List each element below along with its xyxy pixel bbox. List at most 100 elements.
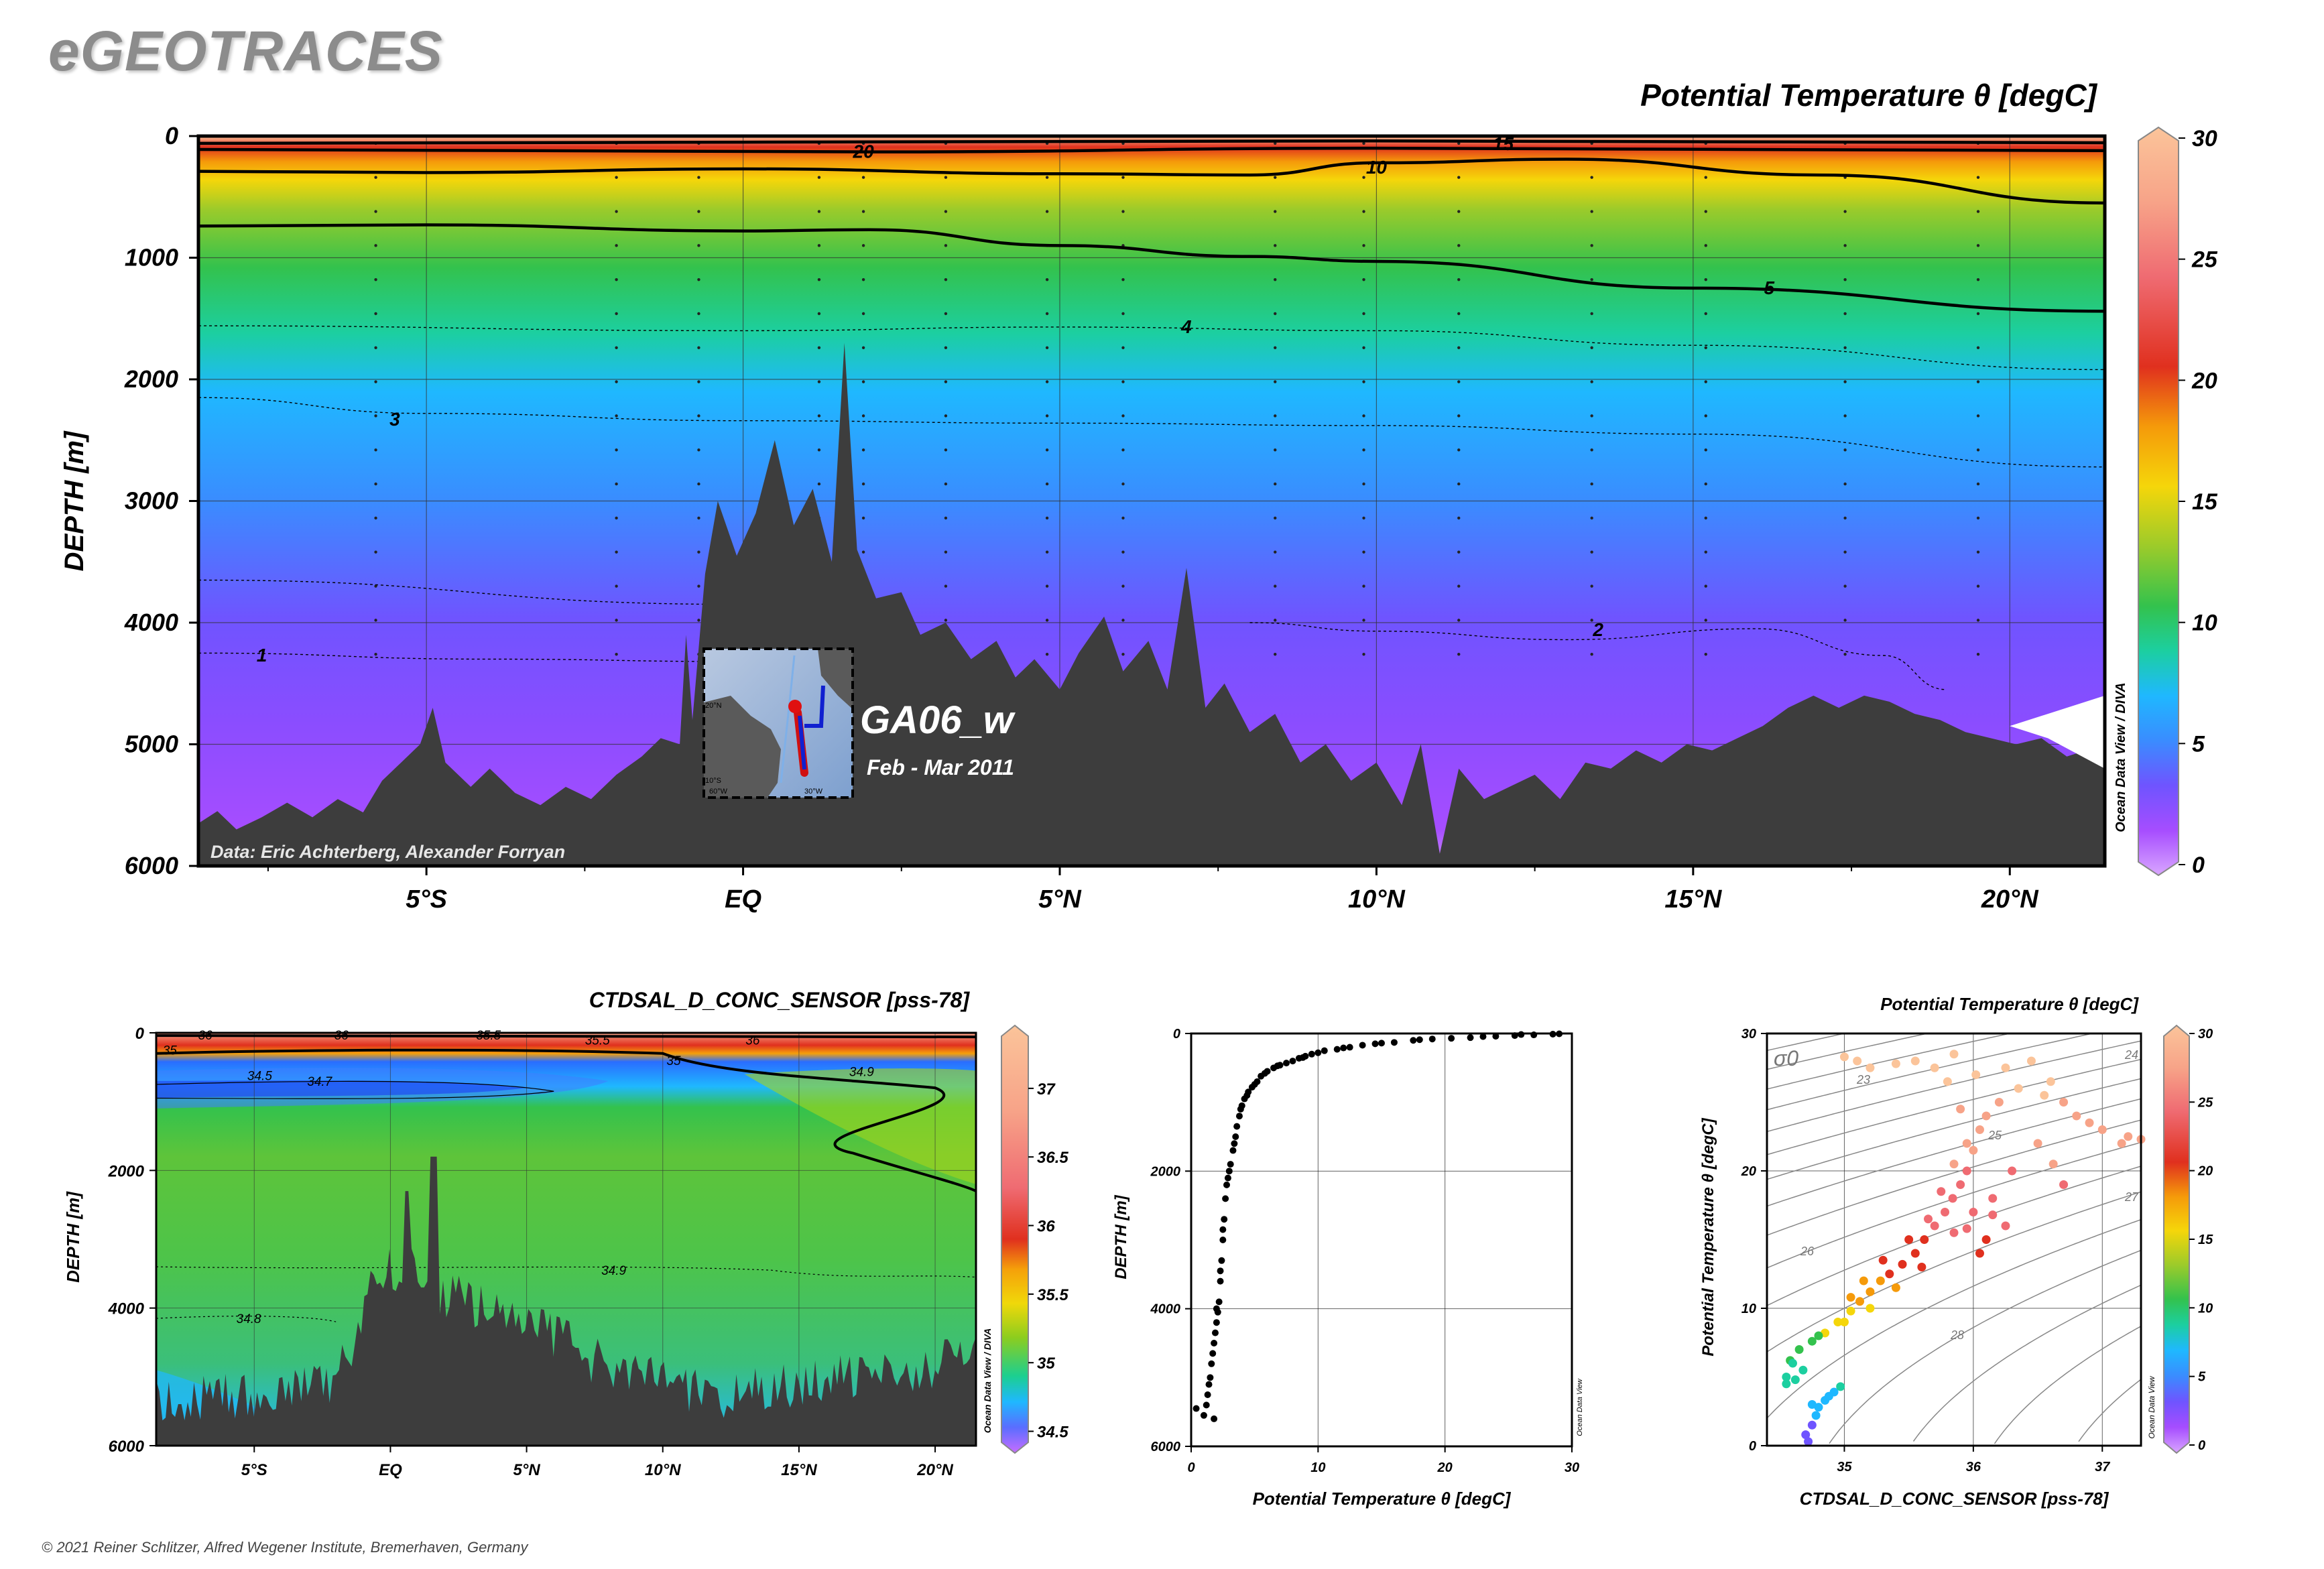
data-point (2085, 1118, 2094, 1127)
sample-dot (1704, 312, 1707, 316)
sample-dot (1843, 346, 1847, 350)
data-point (1235, 1113, 1243, 1120)
contour-5 (198, 223, 2105, 313)
sample-dot (615, 380, 618, 383)
data-point (1207, 1374, 1214, 1381)
y-tick-label: 6000 (109, 1438, 145, 1456)
data-point (1839, 1318, 1849, 1326)
sample-dot (1362, 312, 1365, 316)
data-point (2059, 1180, 2069, 1189)
sample-dot (1274, 619, 1277, 622)
sample-dot (1704, 380, 1707, 383)
x-tick-label: 5°S (406, 885, 447, 914)
y-tick-label: 2000 (124, 365, 178, 393)
data-point (1790, 1375, 1800, 1385)
contour-36 (156, 1034, 977, 1039)
sample-dot (1457, 210, 1461, 213)
sample-dot (374, 176, 377, 179)
data-point (1969, 1145, 1978, 1155)
sample-dot (1362, 482, 1365, 486)
y-tick-label: 0 (1749, 1439, 1756, 1454)
sample-dot (1976, 516, 1980, 520)
sample-dot (615, 482, 618, 486)
data-point (1917, 1263, 1927, 1271)
y-axis-label: DEPTH [m] (60, 430, 89, 572)
sample-dot (1362, 277, 1365, 281)
contour-2 (1249, 622, 1947, 690)
x-tick-label: 20 (1437, 1460, 1453, 1475)
contour-label: 34.9 (601, 1264, 626, 1278)
sample-dot (944, 244, 948, 247)
sample-dot (1457, 652, 1461, 656)
colorbar-tick-label: 20 (2191, 368, 2217, 393)
sample-dot (1045, 516, 1049, 520)
sample-dot (1590, 414, 1593, 418)
sample-dot (374, 482, 377, 486)
sample-dot (1362, 244, 1365, 247)
sample-dot (1274, 277, 1277, 281)
data-point (1891, 1059, 1900, 1068)
sample-dot (374, 312, 377, 316)
ts-diagram: 23 24 25 26 27 28 σ0 0 10 20 30 35 36 37 Potential Tem… (1699, 994, 2213, 1509)
colorbar-tick-label: 0 (2192, 853, 2205, 878)
data-point (1930, 1063, 1939, 1072)
sample-dot (1457, 482, 1461, 486)
data-point (1213, 1305, 1220, 1312)
sample-dot (1121, 414, 1125, 418)
data-point (2048, 1159, 2058, 1169)
sample-dot (1457, 277, 1461, 281)
sample-dot (697, 550, 700, 554)
sample-dot (1274, 244, 1277, 247)
data-credit: Data: Eric Achterberg, Alexander Forryan (210, 842, 565, 862)
isopycnal (1766, 1166, 2142, 1306)
sample-dot (1843, 652, 1847, 656)
sample-dot (1457, 619, 1461, 622)
colorbar-credit: Ocean Data View (2147, 1375, 2156, 1438)
contour-label: 36 (198, 1029, 213, 1043)
data-point (1359, 1042, 1366, 1049)
data-point (1217, 1277, 1224, 1285)
plot-area (1767, 1033, 2141, 1446)
sample-dot (374, 277, 377, 281)
egeotraces-logo: eGEOTRACES (48, 19, 443, 82)
data-point (1930, 1221, 1939, 1231)
sample-dot (1362, 380, 1365, 383)
sample-dot (944, 346, 948, 350)
sample-dot (615, 516, 618, 520)
x-tick-label: 5°S (241, 1461, 267, 1479)
sample-dot (374, 244, 377, 247)
inset-map-label: 20°N (705, 702, 722, 710)
plot-area (1191, 1033, 1572, 1446)
contour-34.9 (156, 1266, 977, 1278)
data-point (1878, 1255, 1888, 1265)
sample-dot (1274, 584, 1277, 588)
cruise-dates: Feb - Mar 2011 (867, 755, 1014, 779)
sample-dot (861, 516, 865, 520)
sample-dot (1590, 312, 1593, 316)
y-tick-label: 20 (1741, 1164, 1756, 1179)
sample-dot (861, 346, 865, 350)
colorbar-tick-label: 35.5 (1037, 1286, 1068, 1304)
sample-dot (1590, 448, 1593, 452)
contour-label: 34.8 (237, 1312, 261, 1326)
sample-dot (1976, 244, 1980, 247)
data-point (2001, 1221, 2010, 1231)
data-point (1237, 1105, 1244, 1113)
data-point (1215, 1298, 1223, 1306)
isopycnal-label: 25 (1987, 1129, 2002, 1142)
data-point (1855, 1297, 1865, 1306)
y-tick-label: 2000 (1150, 1164, 1181, 1179)
data-point (1232, 1133, 1239, 1140)
data-point (1222, 1195, 1229, 1202)
colorbar-tick-label: 15 (2192, 489, 2218, 515)
contour-label: 34.5 (247, 1070, 272, 1084)
isopycnal (1766, 1078, 2142, 1180)
data-point (1801, 1430, 1811, 1440)
contour-label: 5 (1764, 277, 1774, 298)
sample-dot (697, 380, 700, 383)
sample-dot (861, 550, 865, 554)
sample-dot (1274, 652, 1277, 656)
data-point (1321, 1047, 1328, 1054)
y-tick-label: 6000 (125, 852, 178, 879)
data-point (1346, 1044, 1353, 1051)
